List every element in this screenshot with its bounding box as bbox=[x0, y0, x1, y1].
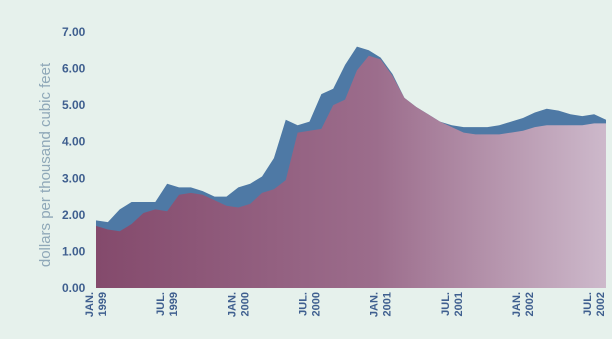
x-tick-year: 2002 bbox=[524, 292, 536, 316]
x-tick-year: 2000 bbox=[239, 292, 251, 316]
x-tick-year: 2001 bbox=[382, 292, 394, 316]
x-tick-month: JUL. bbox=[155, 292, 167, 316]
x-tick-year: 2002 bbox=[595, 292, 607, 316]
x-tick-label: JAN. 2001 bbox=[369, 292, 394, 317]
x-tick-year: 2000 bbox=[310, 292, 322, 316]
y-tick-label: 2.00 bbox=[62, 208, 86, 222]
y-tick-label: 6.00 bbox=[62, 62, 86, 76]
x-tick-label: JUL. 1999 bbox=[155, 292, 180, 316]
y-tick-label: 7.00 bbox=[62, 25, 86, 39]
x-tick-month: JAN. bbox=[511, 292, 523, 317]
y-axis-title: dollars per thousand cubic feet bbox=[37, 62, 54, 267]
x-tick-month: JAN. bbox=[84, 292, 96, 317]
y-tick-label: 0.00 bbox=[62, 281, 86, 295]
x-tick-year: 1999 bbox=[168, 292, 180, 316]
x-tick-label: JAN. 2000 bbox=[226, 292, 251, 317]
x-tick-month: JAN. bbox=[226, 292, 238, 317]
series-area-lower bbox=[96, 55, 606, 288]
x-tick-month: JAN. bbox=[369, 292, 381, 317]
x-tick-year: 1999 bbox=[97, 292, 109, 316]
y-tick-label: 1.00 bbox=[62, 244, 86, 258]
x-tick-month: JUL. bbox=[440, 292, 452, 316]
y-tick-label: 4.00 bbox=[62, 135, 86, 149]
x-tick-label: JUL. 2001 bbox=[440, 292, 465, 316]
x-tick-label: JAN. 2002 bbox=[511, 292, 536, 317]
x-tick-month: JUL. bbox=[582, 292, 594, 316]
x-tick-label: JUL. 2000 bbox=[297, 292, 322, 316]
y-tick-label: 3.00 bbox=[62, 171, 86, 185]
y-tick-label: 5.00 bbox=[62, 98, 86, 112]
x-tick-label: JAN. 1999 bbox=[84, 292, 109, 317]
x-tick-month: JUL. bbox=[297, 292, 309, 316]
x-tick-year: 2001 bbox=[453, 292, 465, 316]
x-tick-label: JUL. 2002 bbox=[582, 292, 607, 316]
